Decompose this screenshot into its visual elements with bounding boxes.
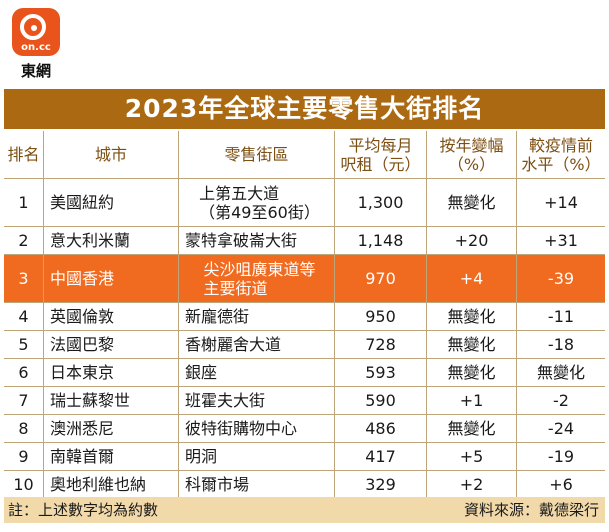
rent-cell: 950 bbox=[335, 303, 427, 330]
yoy-cell: 無變化 bbox=[427, 179, 517, 226]
rank-cell: 9 bbox=[4, 443, 44, 470]
vs-pre-cell: -24 bbox=[547, 419, 575, 438]
street-cell: 蒙特拿破崙大街 bbox=[179, 227, 335, 254]
rent-cell: 417 bbox=[335, 443, 427, 470]
yoy-cell: 無變化 bbox=[427, 331, 517, 358]
header-street: 零售街區 bbox=[179, 131, 335, 178]
street-cell: 明洞 bbox=[179, 443, 335, 470]
rank-cell: 5 bbox=[4, 331, 44, 358]
city-cell: 美國紐約 bbox=[44, 179, 179, 226]
rent-cell: 486 bbox=[335, 415, 427, 442]
rent-cell: 329 bbox=[335, 471, 427, 498]
vs-pre-cell: -18 bbox=[547, 335, 575, 354]
yoy-cell: +20 bbox=[427, 227, 517, 254]
city-cell: 中國香港 bbox=[44, 255, 179, 302]
vs-pre-cell: -11 bbox=[547, 307, 575, 326]
yoy-cell: +2 bbox=[427, 471, 517, 498]
yoy-cell: +4 bbox=[427, 255, 517, 302]
vs-pre-cell: +31 bbox=[544, 231, 578, 250]
table-row-highlighted: 3 中國香港 尖沙咀廣東道等 主要街道 970 +4 -39 bbox=[4, 255, 605, 303]
rank-cell: 4 bbox=[4, 303, 44, 330]
vs-pre-cell: -19 bbox=[547, 447, 575, 466]
logo-icon: on.cc bbox=[12, 8, 60, 56]
header-yoy: 按年變幅 （%） bbox=[427, 131, 517, 178]
rank-cell: 7 bbox=[4, 387, 44, 414]
yoy-cell: 無變化 bbox=[427, 359, 517, 386]
street-cell: 新龐德街 bbox=[179, 303, 335, 330]
rank-cell: 10 bbox=[4, 471, 44, 498]
city-cell: 南韓首爾 bbox=[44, 443, 179, 470]
street-cell: 彼特街購物中心 bbox=[179, 415, 335, 442]
table-row: 4 英國倫敦 新龐德街 950 無變化 -11 bbox=[4, 303, 605, 331]
rent-cell: 1,148 bbox=[335, 227, 427, 254]
city-cell: 澳洲悉尼 bbox=[44, 415, 179, 442]
table-title: 2023年全球主要零售大街排名 bbox=[4, 89, 605, 129]
city-cell: 英國倫敦 bbox=[44, 303, 179, 330]
header-rent: 平均每月 呎租（元） bbox=[335, 131, 427, 178]
city-cell: 意大利米蘭 bbox=[44, 227, 179, 254]
table-row: 8 澳洲悉尼 彼特街購物中心 486 無變化 -24 bbox=[4, 415, 605, 443]
rank-cell: 8 bbox=[4, 415, 44, 442]
vs-pre-cell: +6 bbox=[549, 475, 573, 494]
footer-note: 註：上述數字均為約數 bbox=[8, 501, 159, 519]
table-row: 10 奧地利維也納 科爾市場 329 +2 +6 bbox=[4, 471, 605, 499]
vs-pre-cell: -39 bbox=[547, 269, 575, 288]
table-row: 7 瑞士蘇黎世 班霍夫大街 590 +1 -2 bbox=[4, 387, 605, 415]
rent-cell: 728 bbox=[335, 331, 427, 358]
rent-cell: 1,300 bbox=[335, 179, 427, 226]
yoy-cell: 無變化 bbox=[427, 303, 517, 330]
header-vs-pre: 較疫情前 水平（%） bbox=[521, 135, 601, 174]
header-rank: 排名 bbox=[4, 131, 44, 178]
rent-cell: 970 bbox=[335, 255, 427, 302]
street-cell: 銀座 bbox=[179, 359, 335, 386]
vs-pre-cell: 無變化 bbox=[536, 363, 585, 382]
table-row: 9 南韓首爾 明洞 417 +5 -19 bbox=[4, 443, 605, 471]
city-cell: 日本東京 bbox=[44, 359, 179, 386]
rank-cell: 2 bbox=[4, 227, 44, 254]
street-cell: 尖沙咀廣東道等 主要街道 bbox=[179, 255, 335, 302]
table-row: 5 法國巴黎 香榭麗舍大道 728 無變化 -18 bbox=[4, 331, 605, 359]
logo-on-text: on.cc bbox=[21, 42, 51, 53]
rent-cell: 590 bbox=[335, 387, 427, 414]
oncc-logo: on.cc 東網 bbox=[6, 8, 68, 80]
footer-bar: 註：上述數字均為約數 資料來源：戴德梁行 bbox=[4, 497, 605, 523]
street-cell: 香榭麗舍大道 bbox=[179, 331, 335, 358]
yoy-cell: +1 bbox=[427, 387, 517, 414]
rank-cell: 1 bbox=[4, 179, 44, 226]
yoy-cell: +5 bbox=[427, 443, 517, 470]
rent-cell: 593 bbox=[335, 359, 427, 386]
city-cell: 瑞士蘇黎世 bbox=[44, 387, 179, 414]
table-header-row: 排名 城市 零售街區 平均每月 呎租（元） 按年變幅 （%） 較疫情前 水平（%… bbox=[4, 131, 605, 179]
logo-name: 東網 bbox=[20, 62, 51, 80]
yoy-cell: 無變化 bbox=[427, 415, 517, 442]
table-row: 6 日本東京 銀座 593 無變化 無變化 bbox=[4, 359, 605, 387]
vs-pre-cell: -2 bbox=[553, 391, 569, 410]
ranking-table: 排名 城市 零售街區 平均每月 呎租（元） 按年變幅 （%） 較疫情前 水平（%… bbox=[4, 131, 605, 499]
vs-pre-cell: +14 bbox=[544, 193, 578, 212]
street-cell: 上第五大道 （第49至60街） bbox=[179, 179, 335, 226]
rank-cell: 3 bbox=[4, 255, 44, 302]
header-city: 城市 bbox=[44, 131, 179, 178]
street-cell: 班霍夫大街 bbox=[179, 387, 335, 414]
rank-cell: 6 bbox=[4, 359, 44, 386]
city-cell: 法國巴黎 bbox=[44, 331, 179, 358]
street-cell: 科爾市場 bbox=[179, 471, 335, 498]
footer-source: 資料來源：戴德梁行 bbox=[463, 501, 599, 519]
city-cell: 奧地利維也納 bbox=[44, 471, 179, 498]
table-row: 1 美國紐約 上第五大道 （第49至60街） 1,300 無變化 +14 bbox=[4, 179, 605, 227]
table-row: 2 意大利米蘭 蒙特拿破崙大街 1,148 +20 +31 bbox=[4, 227, 605, 255]
